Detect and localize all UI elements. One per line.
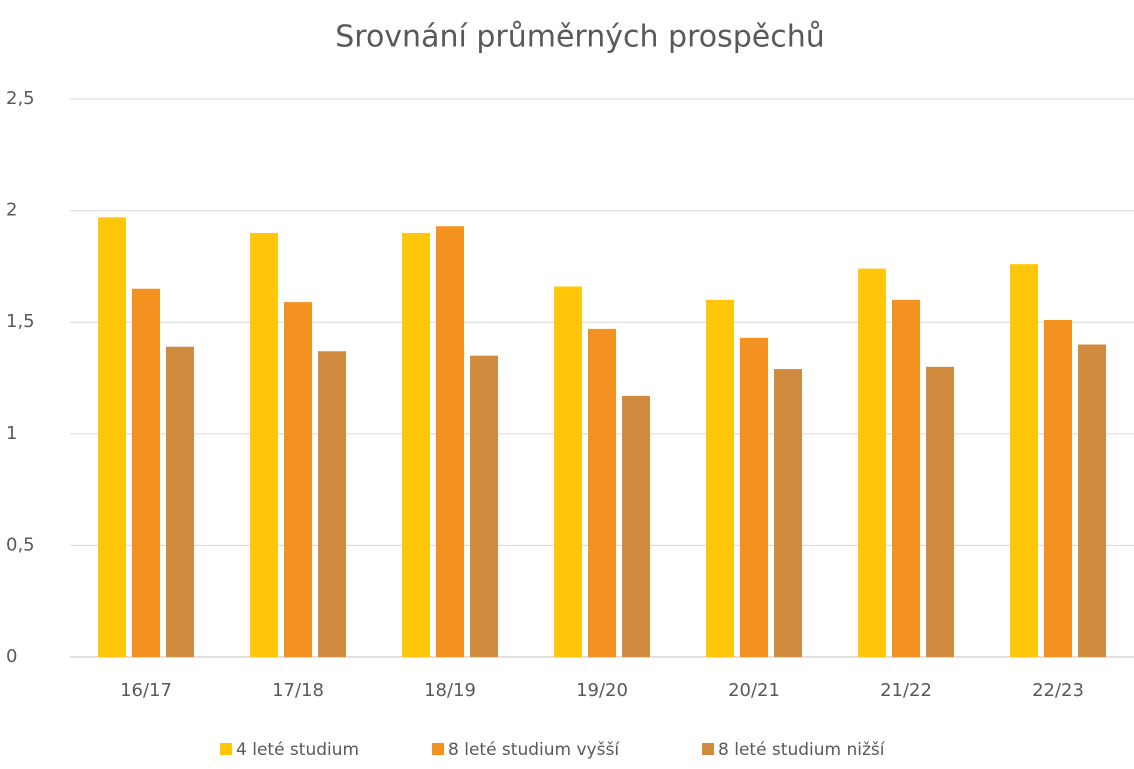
bar: [1010, 264, 1038, 657]
legend-swatch: [432, 743, 444, 755]
bar: [740, 337, 768, 657]
legend-swatch: [220, 743, 232, 755]
y-tick-label: 2,5: [6, 88, 35, 109]
x-tick-label: 17/18: [272, 680, 324, 701]
legend-label: 4 leté studium: [236, 740, 359, 760]
bar: [166, 346, 194, 657]
bar: [98, 217, 126, 657]
bar: [470, 355, 498, 657]
x-tick-label: 16/17: [120, 680, 172, 701]
bar: [588, 328, 616, 657]
bar: [1078, 344, 1106, 657]
bar: [706, 299, 734, 657]
bar: [858, 268, 886, 657]
y-tick-label: 1,5: [6, 311, 35, 332]
bar: [774, 369, 802, 657]
bar: [554, 286, 582, 657]
x-tick-label: 21/22: [880, 680, 932, 701]
x-tick-label: 18/19: [424, 680, 476, 701]
x-tick-label: 20/21: [728, 680, 780, 701]
x-tick-label: 22/23: [1032, 680, 1084, 701]
bar: [318, 351, 346, 657]
x-tick-label: 19/20: [576, 680, 628, 701]
bar: [926, 366, 954, 657]
bar: [1044, 319, 1072, 657]
bar: [622, 395, 650, 657]
bar: [132, 288, 160, 657]
bar: [892, 299, 920, 657]
bar: [436, 226, 464, 657]
bar: [250, 232, 278, 658]
legend-label: 8 leté studium vyšší: [448, 740, 620, 760]
bar: [284, 302, 312, 657]
legend-label: 8 leté studium nižší: [718, 740, 886, 760]
y-tick-label: 2: [6, 200, 17, 221]
bar: [402, 232, 430, 658]
y-tick-label: 1: [6, 423, 17, 444]
legend-swatch: [702, 743, 714, 755]
y-tick-label: 0: [6, 646, 17, 667]
chart-title: Srovnání průměrných prospěchů: [335, 20, 825, 55]
y-tick-label: 0,5: [6, 534, 35, 555]
